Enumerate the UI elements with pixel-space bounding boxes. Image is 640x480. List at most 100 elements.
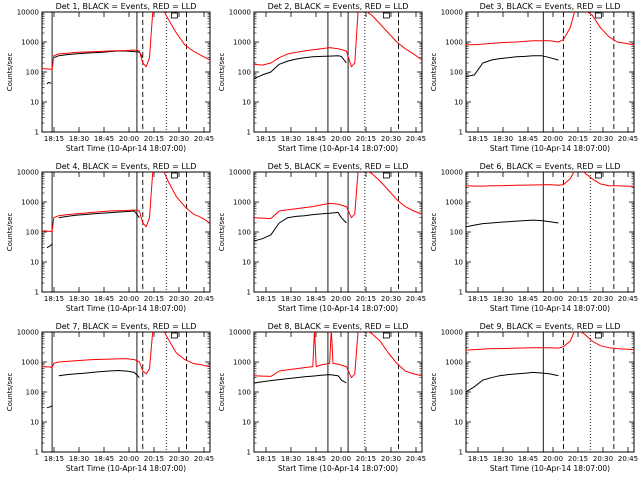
y-tick-label: 1000 — [233, 39, 251, 47]
flag-box — [170, 332, 178, 339]
flag-box — [382, 332, 390, 339]
x-axis-label: Start Time (10-Apr-14 18:07:00) — [278, 144, 398, 153]
panel-title: Det 8, BLACK = Events, RED = LLD — [268, 322, 409, 331]
plot-frame — [253, 11, 423, 133]
x-tick-label: 18:30 — [493, 295, 513, 303]
x-tick-label: 20:15 — [356, 455, 376, 463]
x-tick-label: 18:30 — [493, 455, 513, 463]
y-tick-label: 100 — [26, 69, 39, 77]
x-tick-label: 18:45 — [518, 455, 538, 463]
y-axis-label: Counts/sec — [430, 213, 438, 252]
y-tick-label: 1 — [247, 129, 251, 137]
y-tick-label: 10 — [454, 99, 463, 107]
x-tick-label: 20:45 — [618, 135, 638, 143]
x-tick-label: 18:15 — [44, 455, 64, 463]
y-tick-label: 1 — [35, 129, 39, 137]
x-axis-label: Start Time (10-Apr-14 18:07:00) — [278, 304, 398, 313]
plot-data — [42, 12, 210, 132]
x-tick-label: 18:30 — [69, 295, 89, 303]
y-tick-label: 10000 — [441, 329, 463, 337]
panel-title: Det 7, BLACK = Events, RED = LLD — [56, 322, 197, 331]
y-tick-label: 10000 — [441, 9, 463, 17]
x-axis-label: Start Time (10-Apr-14 18:07:00) — [66, 144, 186, 153]
y-axis-label: Counts/sec — [430, 53, 438, 92]
y-tick-label: 10 — [242, 259, 251, 267]
plot-frame — [465, 171, 635, 293]
y-tick-label: 10 — [242, 419, 251, 427]
flag-box — [382, 172, 390, 179]
y-axis-label: Counts/sec — [6, 53, 14, 92]
plot-frame — [465, 11, 635, 133]
lld-series-line — [42, 12, 210, 71]
x-tick-label: 20:45 — [194, 295, 214, 303]
plot-data — [42, 332, 210, 452]
plot-data — [466, 172, 634, 292]
y-tick-label: 10 — [454, 259, 463, 267]
y-tick-label: 100 — [26, 229, 39, 237]
x-tick-label: 18:45 — [94, 295, 114, 303]
y-tick-label: 1 — [459, 449, 463, 457]
y-tick-label: 100 — [238, 69, 251, 77]
plot-data — [254, 332, 422, 452]
x-axis-label: Start Time (10-Apr-14 18:07:00) — [490, 464, 610, 473]
events-series-line — [254, 374, 347, 384]
plot-frame — [41, 331, 211, 453]
plot-data — [466, 332, 634, 452]
x-tick-label: 18:15 — [44, 295, 64, 303]
x-tick-label: 18:15 — [256, 135, 276, 143]
y-tick-label: 10000 — [229, 9, 251, 17]
plot-data — [254, 12, 422, 132]
detector-panel-2: Det 2, BLACK = Events, RED = LLD Counts/s… — [218, 2, 426, 153]
plot-data — [466, 12, 634, 132]
y-tick-label: 10000 — [17, 329, 39, 337]
y-tick-label: 10000 — [229, 169, 251, 177]
y-axis-label: Counts/sec — [218, 53, 226, 92]
plot-frame — [41, 171, 211, 293]
panel-title: Det 6, BLACK = Events, RED = LLD — [480, 162, 621, 171]
x-tick-label: 20:00 — [119, 455, 139, 463]
flag-box — [382, 12, 390, 19]
x-tick-label: 20:00 — [331, 295, 351, 303]
x-axis-label: Start Time (10-Apr-14 18:07:00) — [490, 304, 610, 313]
x-tick-label: 18:45 — [94, 455, 114, 463]
panel-title: Det 2, BLACK = Events, RED = LLD — [268, 2, 409, 11]
events-series-line — [254, 211, 347, 242]
x-tick-label: 20:15 — [144, 455, 164, 463]
y-tick-label: 100 — [450, 229, 463, 237]
x-tick-label: 20:45 — [406, 135, 426, 143]
x-tick-label: 18:30 — [493, 135, 513, 143]
x-tick-label: 20:45 — [194, 455, 214, 463]
lld-series-line — [466, 172, 634, 187]
panel-title: Det 9, BLACK = Events, RED = LLD — [480, 322, 621, 331]
lld-series-line — [466, 332, 634, 351]
x-tick-label: 18:45 — [306, 295, 326, 303]
detector-panel-7: Det 7, BLACK = Events, RED = LLD Counts/s… — [6, 322, 214, 473]
x-tick-label: 20:00 — [119, 135, 139, 143]
y-tick-label: 1 — [459, 289, 463, 297]
y-tick-label: 10000 — [441, 169, 463, 177]
x-tick-label: 20:30 — [381, 455, 401, 463]
x-tick-label: 20:00 — [543, 135, 563, 143]
x-axis-label: Start Time (10-Apr-14 18:07:00) — [66, 304, 186, 313]
x-tick-label: 18:30 — [69, 455, 89, 463]
x-tick-label: 18:30 — [281, 135, 301, 143]
x-tick-label: 20:45 — [406, 295, 426, 303]
x-tick-label: 20:30 — [381, 135, 401, 143]
flag-box — [594, 332, 602, 339]
x-tick-label: 18:15 — [468, 455, 488, 463]
x-tick-label: 20:00 — [119, 295, 139, 303]
y-tick-label: 10 — [454, 419, 463, 427]
lld-series-line — [254, 12, 422, 68]
x-tick-label: 20:00 — [331, 455, 351, 463]
y-tick-label: 1 — [35, 449, 39, 457]
x-tick-label: 20:15 — [568, 455, 588, 463]
x-tick-label: 20:00 — [331, 135, 351, 143]
y-tick-label: 1 — [35, 289, 39, 297]
y-tick-label: 100 — [450, 69, 463, 77]
x-tick-label: 20:15 — [356, 295, 376, 303]
lld-series-line — [42, 332, 210, 375]
y-axis-label: Counts/sec — [218, 213, 226, 252]
x-axis-label: Start Time (10-Apr-14 18:07:00) — [278, 464, 398, 473]
x-tick-label: 18:45 — [518, 135, 538, 143]
